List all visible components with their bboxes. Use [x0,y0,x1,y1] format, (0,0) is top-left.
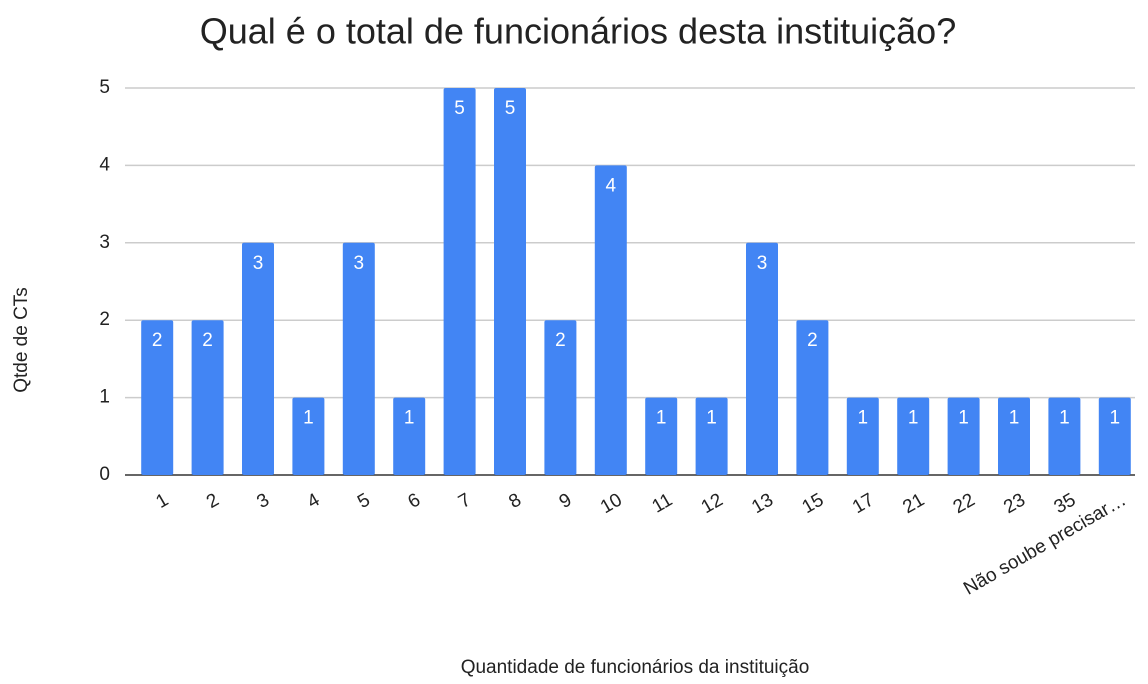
x-tick-label: 4 [304,489,324,513]
value-label: 1 [1059,408,1070,429]
value-label: 4 [606,175,617,196]
y-tick-label: 0 [99,464,110,485]
bar [846,397,879,475]
y-tick-label: 2 [99,309,110,330]
y-tick-label: 3 [99,232,110,253]
value-label: 3 [757,253,768,274]
bar [443,88,476,475]
x-tick-label: 11 [649,489,677,517]
bar [494,88,526,475]
x-tick-label: 7 [455,489,475,512]
x-tick-label: 3 [253,489,273,512]
bar [342,242,375,475]
value-label: 2 [555,330,566,351]
x-tick-label: 1 [153,489,173,512]
x-tick-label: 6 [405,489,425,512]
x-tick-label: 2 [203,489,223,512]
value-label: 1 [404,408,415,429]
bar [242,242,274,475]
x-tick-label: 13 [748,489,777,518]
bar [695,397,728,475]
bar [393,397,426,475]
chart-title: Qual é o total de funcionários desta ins… [200,11,956,52]
bar [645,397,678,475]
x-tick-label: 9 [556,489,576,512]
bar [746,242,778,475]
bar [594,165,627,475]
x-tick-label: 22 [950,489,979,518]
value-label: 1 [858,408,869,429]
bar [897,397,930,475]
value-label: 1 [958,408,969,429]
x-tick-label: 23 [1000,489,1029,518]
y-tick-label: 5 [99,77,110,98]
value-label: 5 [505,98,516,119]
value-label: 1 [1110,408,1121,429]
value-label: 3 [354,253,365,274]
value-label: 5 [454,98,465,119]
value-label: 1 [1009,408,1020,429]
x-tick-label: 8 [505,489,525,512]
value-label: 1 [656,408,667,429]
bar [544,320,577,475]
value-label: 1 [706,408,717,429]
value-label: 3 [253,253,264,274]
x-tick-label: Não soube precisar… [960,489,1130,599]
bar [292,397,325,475]
bar [191,320,224,475]
value-label: 2 [152,330,163,351]
y-tick-label: 1 [99,387,110,408]
bar [998,397,1030,475]
bar [1048,397,1081,475]
value-label: 1 [303,408,314,429]
x-tick-label: 17 [849,489,878,518]
x-tick-label: 10 [597,489,626,518]
y-tick-label: 4 [99,154,110,175]
bar [947,397,980,475]
value-label: 2 [202,330,213,351]
bar [1098,397,1131,475]
bar [796,320,829,475]
x-tick-label: 15 [799,489,828,518]
bar [141,320,174,475]
x-tick-label: 12 [698,489,727,518]
x-tick-label: 5 [354,489,374,512]
x-axis-title: Quantidade de funcionários da instituiçã… [461,657,810,678]
x-tick-label: 21 [899,489,928,518]
value-label: 2 [807,330,818,351]
y-axis-title: Qtde de CTs [11,287,32,393]
value-label: 1 [908,408,919,429]
